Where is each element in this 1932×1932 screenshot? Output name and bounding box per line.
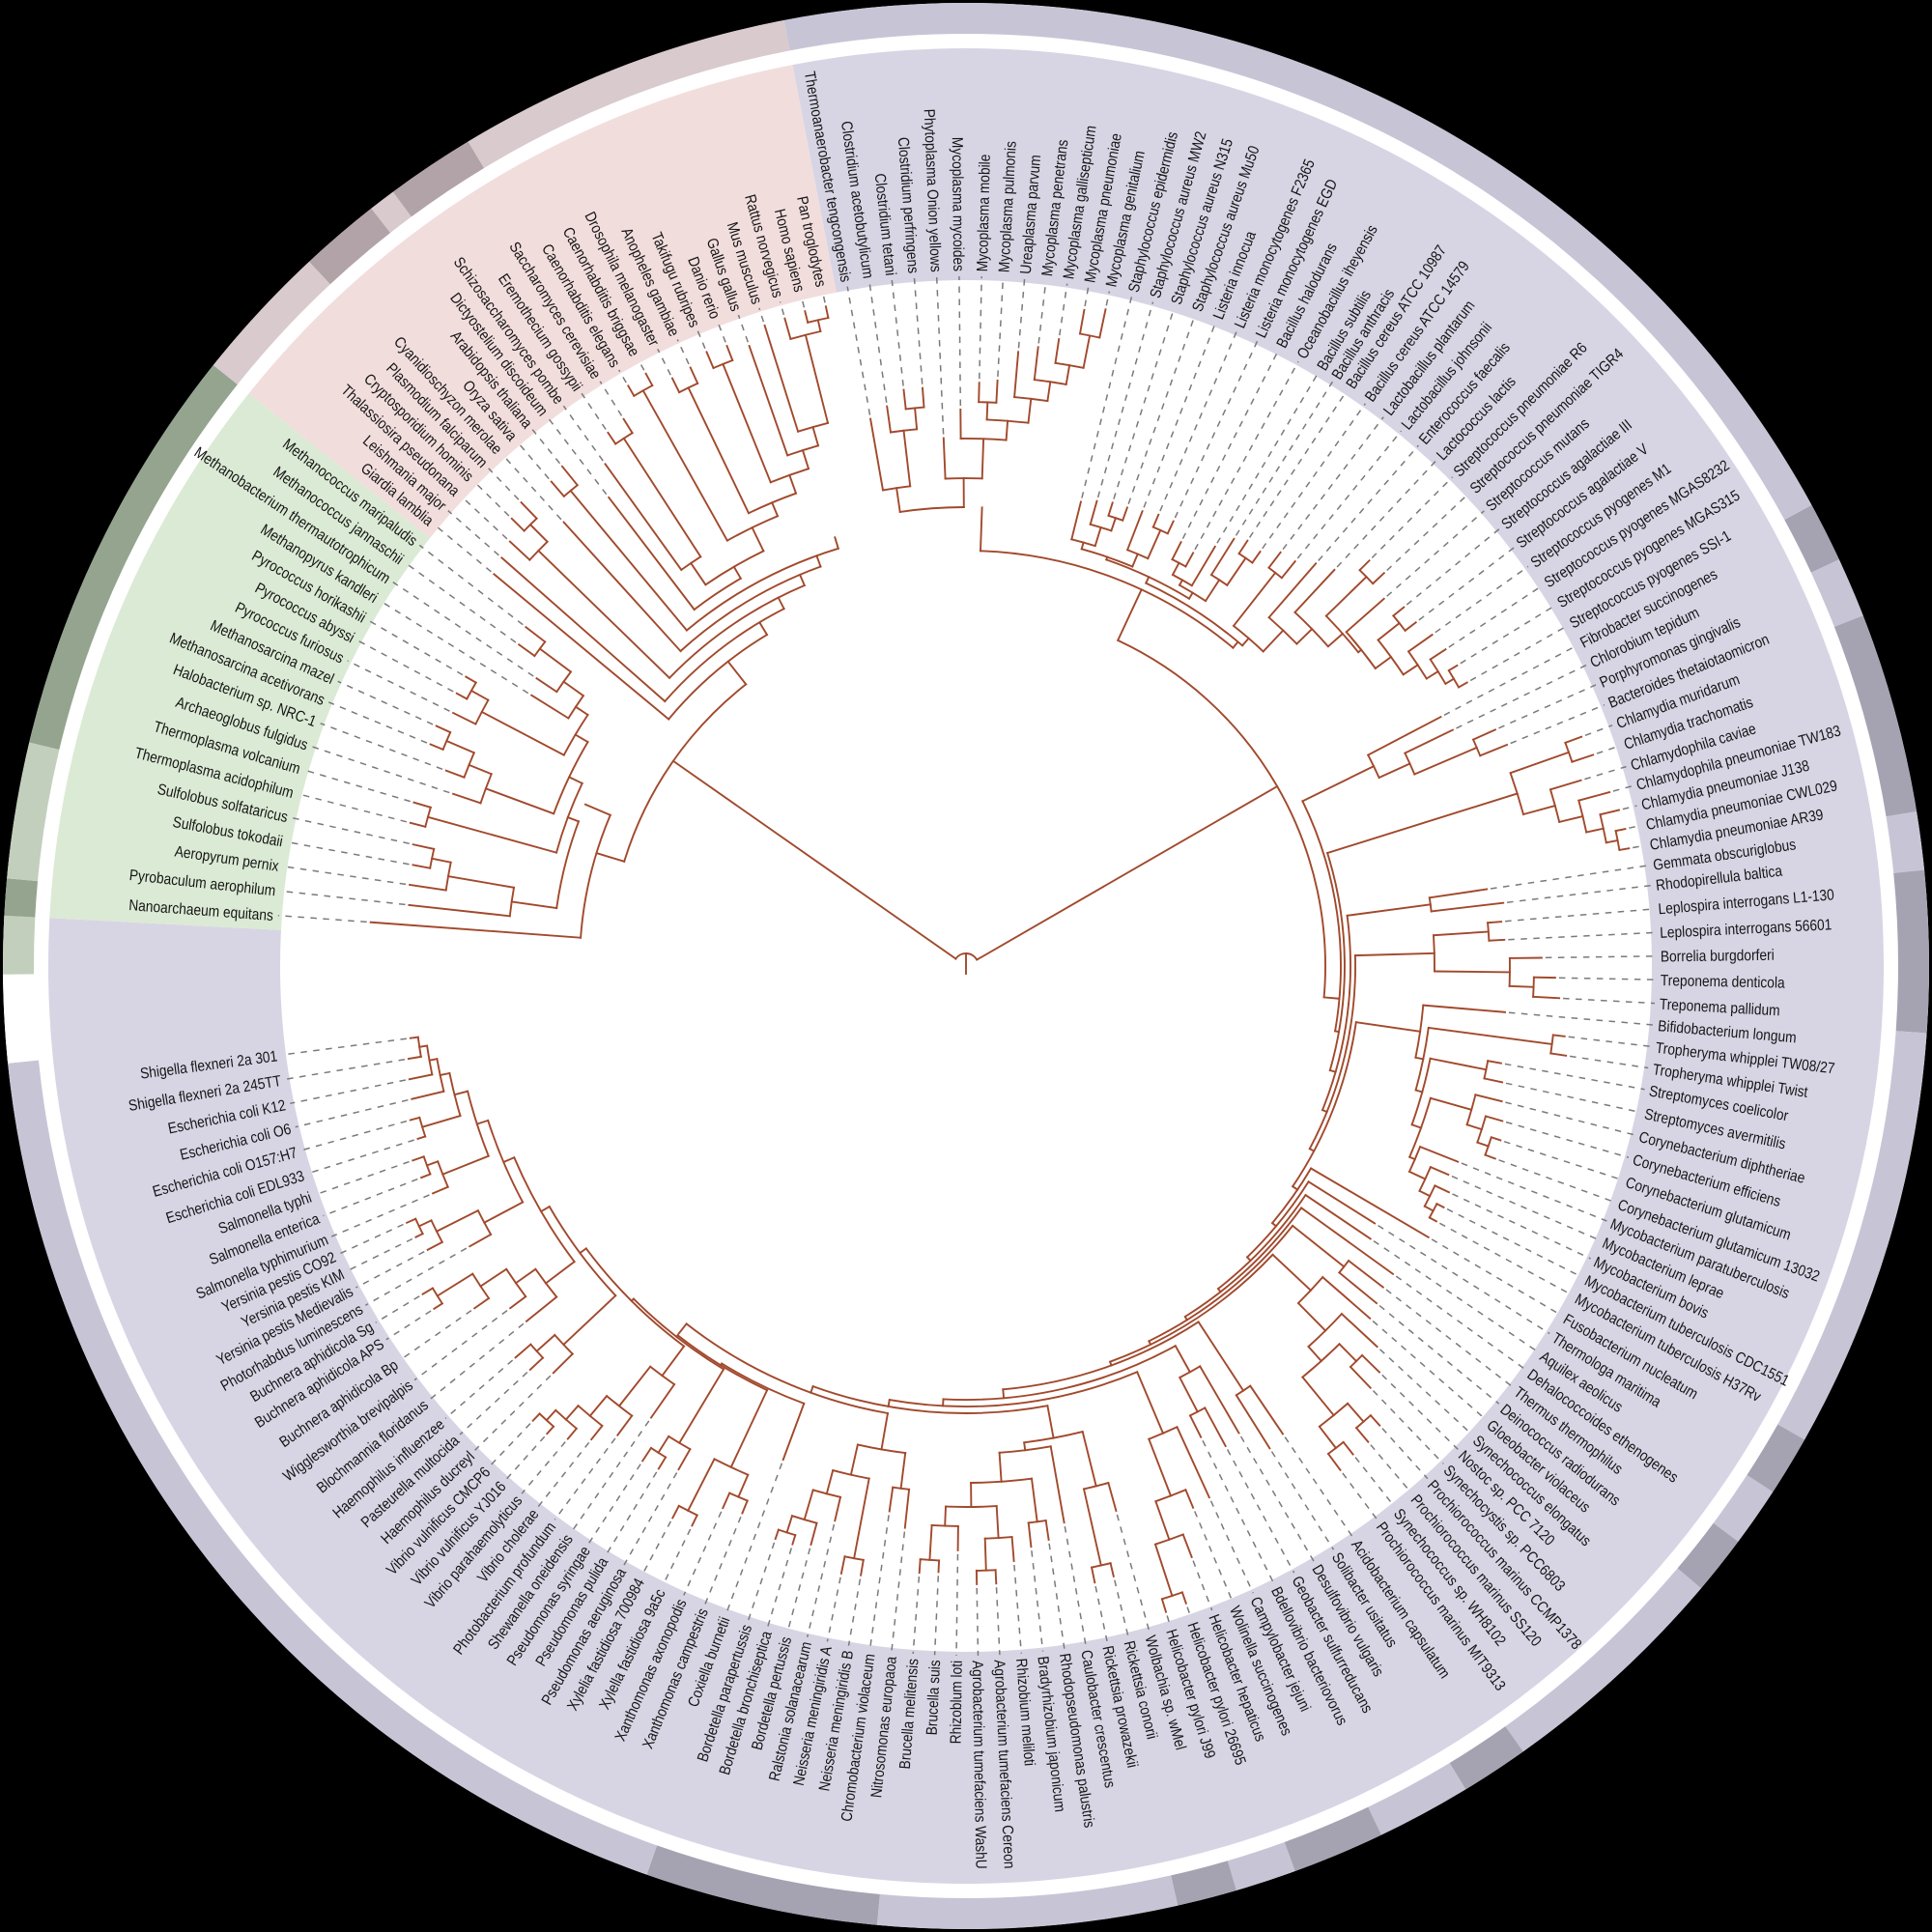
svg-text:Borrelia burgdorferi: Borrelia burgdorferi [1661,948,1775,966]
svg-text:Rhizoblum loti: Rhizoblum loti [949,1661,966,1745]
svg-text:Agrobacterium tumefaciens Wash: Agrobacterium tumefaciens WashU [969,1661,989,1869]
svg-text:Treponema pallidum: Treponema pallidum [1659,997,1780,1020]
svg-text:Brucella suis: Brucella suis [924,1660,945,1736]
svg-text:Mycoplasma mobile: Mycoplasma mobile [975,154,994,271]
svg-text:Treponema denticola: Treponema denticola [1661,973,1785,992]
svg-text:Mycoplasma mycoides: Mycoplasma mycoides [949,137,966,271]
